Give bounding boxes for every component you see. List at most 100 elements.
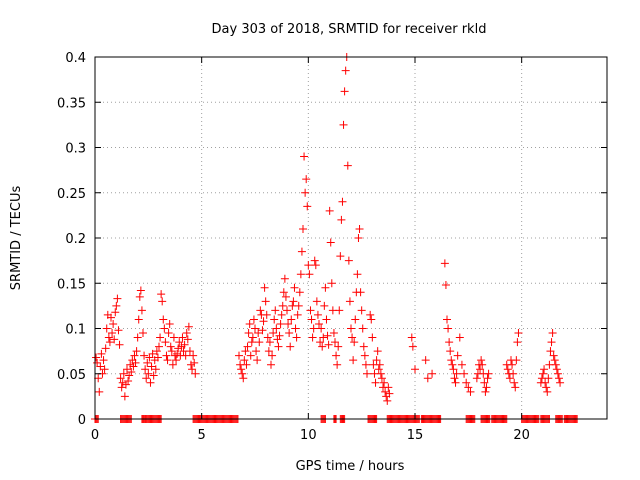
- data-point-marker: [366, 310, 375, 319]
- data-point-marker: [115, 340, 124, 349]
- data-point-marker: [278, 301, 287, 310]
- data-point-marker: [368, 333, 377, 342]
- data-point-marker: [140, 351, 149, 360]
- data-point-marker: [375, 360, 384, 369]
- data-point-marker: [462, 378, 471, 387]
- data-point-marker: [110, 335, 119, 344]
- data-point-marker: [309, 324, 318, 333]
- data-point-marker: [113, 294, 122, 303]
- data-point-marker: [114, 326, 123, 335]
- data-point-marker: [385, 389, 394, 398]
- data-point-marker: [238, 369, 247, 378]
- data-point-marker: [243, 342, 252, 351]
- data-point-marker: [289, 297, 298, 306]
- data-point-marker: [120, 392, 129, 401]
- data-point-marker: [464, 383, 473, 392]
- data-point-marker: [444, 324, 453, 333]
- y-tick-label: 0.15: [57, 277, 86, 292]
- data-point-marker: [263, 333, 272, 342]
- data-point-marker: [466, 387, 475, 396]
- x-tick-label: 0: [91, 428, 99, 443]
- x-axis-label: GPS time / hours: [296, 459, 405, 474]
- data-point-marker: [361, 360, 370, 369]
- data-point-marker: [285, 329, 294, 338]
- data-point-marker: [383, 396, 392, 405]
- data-point-marker: [152, 347, 161, 356]
- data-point-marker: [142, 374, 151, 383]
- data-point-marker: [513, 338, 522, 347]
- data-point-marker: [323, 331, 332, 340]
- data-point-marker: [359, 342, 368, 351]
- data-point-marker: [320, 301, 329, 310]
- data-point-marker: [511, 383, 520, 392]
- data-point-marker: [313, 310, 322, 319]
- data-point-marker: [173, 349, 182, 358]
- data-point-marker: [512, 356, 521, 365]
- data-point-marker: [153, 353, 162, 362]
- data-point-marker: [129, 362, 138, 371]
- data-point-marker: [301, 188, 310, 197]
- data-point-marker: [543, 387, 552, 396]
- data-point-marker: [549, 351, 558, 360]
- data-point-marker: [242, 360, 251, 369]
- x-axis-ticks: 0 5 10 15 20: [91, 57, 530, 443]
- data-point-marker: [251, 324, 259, 333]
- data-point-marker: [101, 344, 110, 353]
- data-point-marker: [93, 358, 102, 367]
- data-point-marker: [299, 224, 307, 233]
- data-point-marker: [360, 351, 369, 360]
- data-point-marker: [134, 315, 143, 324]
- data-point-marker: [249, 315, 258, 324]
- y-tick-label: 0.05: [57, 368, 86, 383]
- data-point-marker: [481, 387, 490, 396]
- data-point-marker: [327, 279, 336, 288]
- data-point-marker: [329, 329, 338, 338]
- data-point-marker: [550, 356, 559, 365]
- data-point-marker: [275, 331, 284, 340]
- data-point-marker: [300, 152, 309, 161]
- data-point-marker: [264, 347, 273, 356]
- data-point-marker: [547, 338, 556, 347]
- data-point-marker: [443, 315, 451, 324]
- data-point-marker: [270, 315, 279, 324]
- data-point-marker: [262, 310, 271, 319]
- data-point-marker: [276, 319, 285, 328]
- data-point-marker: [136, 286, 145, 295]
- data-point-marker: [325, 206, 334, 215]
- data-point-marker: [374, 365, 383, 374]
- y-tick-label: 0.35: [57, 96, 86, 111]
- data-point-marker: [119, 369, 128, 378]
- data-point-marker: [132, 347, 141, 356]
- y-tick-label: 0: [78, 413, 86, 428]
- data-point-marker: [137, 306, 146, 315]
- data-point-marker: [446, 347, 455, 356]
- data-point-marker: [123, 365, 131, 374]
- data-point-marker: [376, 369, 385, 378]
- data-point-marker: [353, 270, 362, 279]
- data-point-marker: [356, 288, 365, 297]
- data-point-marker: [338, 197, 347, 206]
- data-point-marker: [307, 315, 316, 324]
- y-tick-label: 0.3: [65, 142, 86, 157]
- data-point-marker: [95, 387, 104, 396]
- data-point-marker: [148, 349, 157, 358]
- data-point-marker: [480, 378, 489, 387]
- data-point-marker: [297, 247, 306, 256]
- data-point-marker: [306, 306, 315, 315]
- data-point-marker: [460, 369, 469, 378]
- data-point-marker: [541, 378, 550, 387]
- data-point-marker: [441, 281, 450, 290]
- data-point-marker: [322, 315, 331, 324]
- data-point-marker: [107, 313, 115, 322]
- data-point-marker: [377, 374, 386, 383]
- y-axis-ticks: 0 0.05 0.1 0.15 0.2 0.25 0.3 0.35 0.4: [57, 51, 607, 428]
- data-point-marker: [539, 369, 547, 378]
- data-point-marker: [448, 360, 457, 369]
- data-point-marker: [367, 315, 376, 324]
- data-point-marker: [447, 356, 456, 365]
- data-point-marker: [350, 338, 359, 347]
- data-point-marker: [177, 342, 186, 351]
- data-point-marker: [271, 306, 280, 315]
- data-point-marker: [261, 297, 270, 306]
- data-point-marker: [482, 383, 491, 392]
